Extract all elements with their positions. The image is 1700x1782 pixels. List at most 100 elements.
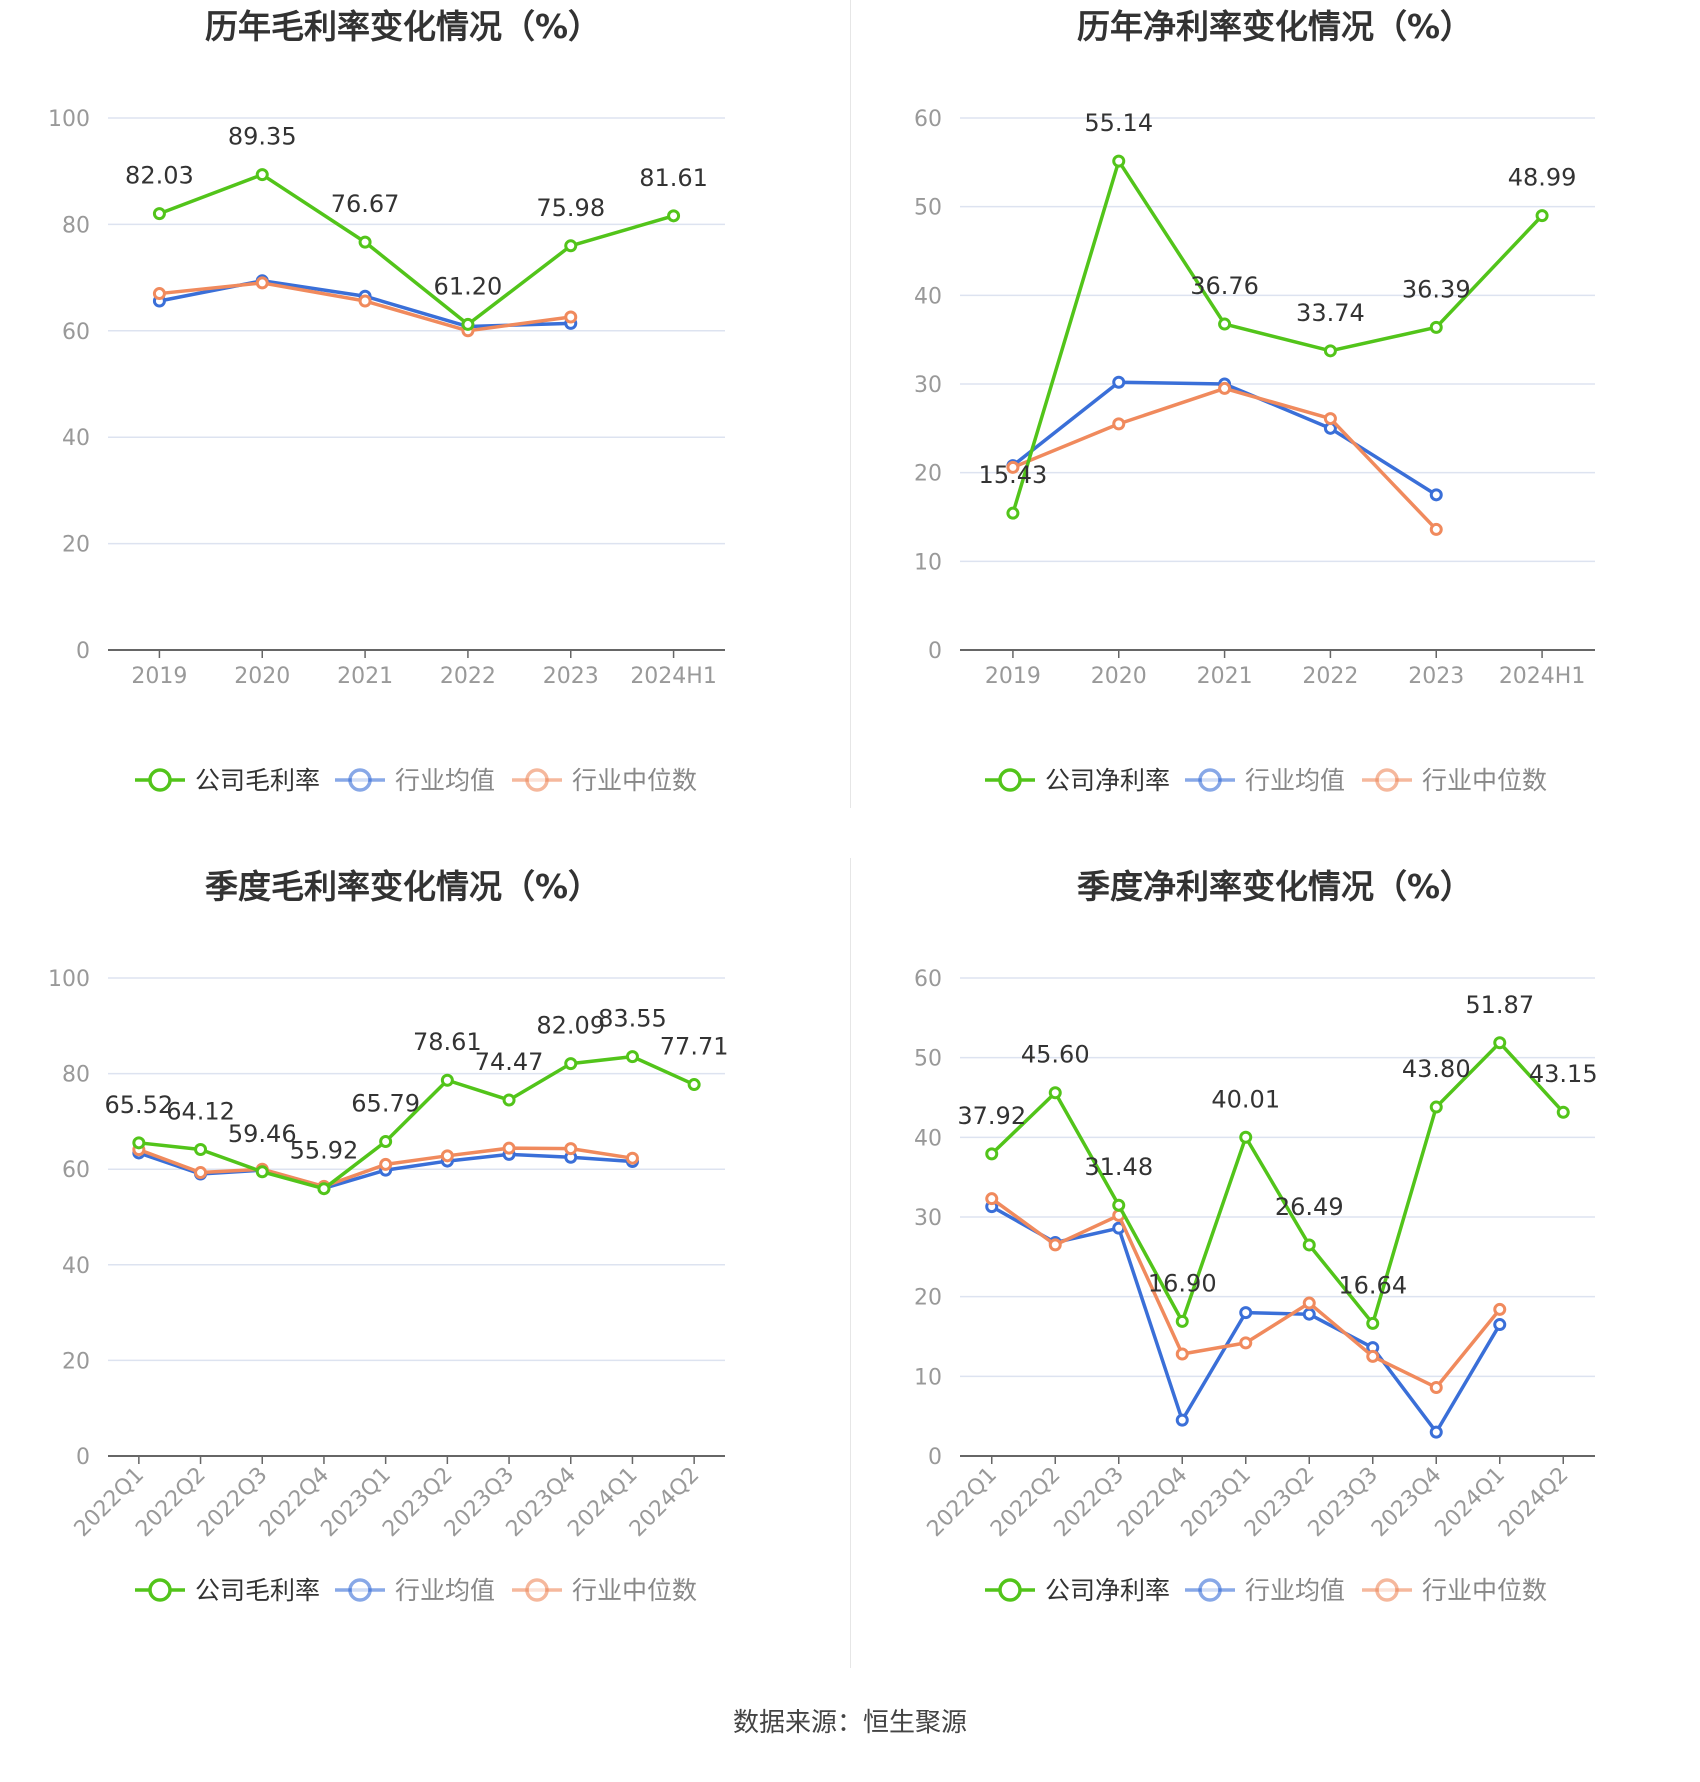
y-tick-label: 10 (914, 1365, 942, 1390)
x-tick-label: 2022 (440, 664, 496, 689)
company-data-point (1006, 506, 1020, 520)
y-tick-label: 40 (914, 284, 942, 309)
company-data-label: 76.67 (331, 190, 400, 218)
annual-gross-margin-svg: 历年毛利率变化情况（%） 0 20 40 60 80 100 2019 2020 2021 2022… (48, 7, 725, 795)
median-data-point (1218, 381, 1232, 395)
median-data-point (1048, 1238, 1062, 1252)
legend-company-icon (998, 1578, 1022, 1602)
company-data-label: 43.15 (1529, 1060, 1598, 1088)
company-data-label: 89.35 (228, 123, 297, 151)
legend-company-label: 公司净利率 (1045, 1576, 1170, 1605)
y-tick-label: 100 (48, 967, 90, 992)
company-data-label: 65.52 (104, 1091, 173, 1119)
y-tick-label: 30 (914, 1206, 942, 1231)
company-data-label: 61.20 (434, 272, 503, 300)
median-series-line (1012, 386, 1438, 531)
legend-median-icon (525, 1578, 549, 1602)
y-tick-label: 60 (62, 1158, 90, 1183)
company-data-point (440, 1073, 454, 1087)
legend-median-label: 行业中位数 (572, 766, 697, 795)
company-data-point (985, 1147, 999, 1161)
company-data-label: 36.76 (1190, 272, 1259, 300)
company-data-label: 83.55 (598, 1005, 667, 1033)
data-source: 数据来源：恒生聚源 (732, 1708, 967, 1738)
quarterly-gross-margin-chart: 季度毛利率变化情况（%） 0 20 40 60 80 100 2022Q1 2022Q2 2022… (0, 860, 850, 1730)
y-tick-label: 100 (48, 107, 90, 132)
x-tick-label: 2020 (1091, 664, 1147, 689)
company-data-label: 16.64 (1338, 1271, 1407, 1299)
company-data-label: 40.01 (1211, 1085, 1280, 1113)
y-tick-label: 50 (914, 1047, 942, 1072)
legend-company-icon (998, 768, 1022, 792)
company-series-line (1011, 159, 1544, 514)
x-tick-label: 2023Q2 (1240, 1463, 1319, 1542)
y-tick-label: 40 (914, 1126, 942, 1151)
company-data-point (1218, 317, 1232, 331)
avg-series-line (1011, 380, 1438, 497)
company-data-label: 82.03 (125, 162, 194, 190)
company-data-point (1175, 1314, 1189, 1328)
y-tick-label: 10 (914, 550, 942, 575)
quarterly-net-margin-chart: 季度净利率变化情况（%） 0 10 20 30 40 50 60 2022Q1 2022Q2 202… (850, 860, 1700, 1730)
company-data-point (1112, 154, 1126, 168)
median-data-point (152, 287, 166, 301)
company-data-label: 16.90 (1148, 1269, 1217, 1297)
vertical-divider-bottom (850, 858, 851, 1668)
median-data-point (625, 1151, 639, 1165)
median-data-point (985, 1192, 999, 1206)
legend-avg-label: 行业均值 (395, 1576, 495, 1605)
company-data-point (194, 1143, 208, 1157)
x-tick-label: 2022 (1302, 664, 1358, 689)
median-data-point (1302, 1296, 1316, 1310)
median-data-point (194, 1166, 208, 1180)
x-tick-label: 2019 (131, 664, 187, 689)
company-series-line (158, 172, 675, 327)
median-data-point (1323, 412, 1337, 426)
company-data-point (1366, 1316, 1380, 1330)
x-tick-label: 2024Q2 (1494, 1463, 1573, 1542)
company-data-label: 36.39 (1402, 275, 1471, 303)
median-data-point (564, 310, 578, 324)
legend-avg-icon (1198, 768, 1222, 792)
avg-data-point (1493, 1318, 1507, 1332)
legend-median-label: 行业中位数 (1422, 1576, 1547, 1605)
x-tick-label: 2024H1 (630, 664, 717, 689)
company-data-label: 33.74 (1296, 299, 1365, 327)
x-tick-label: 2023Q4 (1367, 1463, 1446, 1542)
annual-net-margin-chart: 历年净利率变化情况（%） 0 10 20 30 40 50 60 2019 2020 2021 202… (850, 0, 1700, 870)
company-data-label: 81.61 (639, 164, 708, 192)
company-data-label: 48.99 (1508, 164, 1577, 192)
company-data-label: 74.47 (475, 1048, 544, 1076)
company-data-point (1302, 1238, 1316, 1252)
company-data-label: 77.71 (660, 1033, 729, 1061)
company-data-point (1493, 1036, 1507, 1050)
x-tick-label: 2022Q4 (1113, 1463, 1192, 1542)
x-tick-label: 2022Q2 (986, 1463, 1065, 1542)
y-tick-label: 20 (62, 533, 90, 558)
quarterly-net-margin-svg: 季度净利率变化情况（%）01020304050602022Q12022Q2202… (914, 867, 1598, 1605)
company-data-point (1429, 320, 1443, 334)
median-data-point (440, 1149, 454, 1163)
median-data-point (1175, 1347, 1189, 1361)
x-tick-label: 2023 (1408, 664, 1464, 689)
legend-avg-icon (1198, 1578, 1222, 1602)
company-data-label: 51.87 (1465, 991, 1534, 1019)
y-tick-label: 0 (76, 639, 90, 664)
company-series-line (138, 1054, 695, 1191)
median-data-point (1112, 417, 1126, 431)
median-data-point (1006, 460, 1020, 474)
y-tick-label: 0 (76, 1445, 90, 1470)
y-tick-label: 50 (914, 196, 942, 221)
chart-title: 历年毛利率变化情况（%） (205, 7, 601, 46)
median-data-point (1429, 1380, 1443, 1394)
company-data-point (255, 1165, 269, 1179)
company-data-point (1112, 1198, 1126, 1212)
median-data-point (1429, 522, 1443, 536)
avg-data-point (1302, 1307, 1316, 1321)
x-tick-label: 2023 (543, 664, 599, 689)
company-data-point (152, 207, 166, 221)
x-tick-label: 2020 (234, 664, 290, 689)
company-data-point (502, 1093, 516, 1107)
company-data-point (1323, 344, 1337, 358)
legend-avg-icon (348, 1578, 372, 1602)
